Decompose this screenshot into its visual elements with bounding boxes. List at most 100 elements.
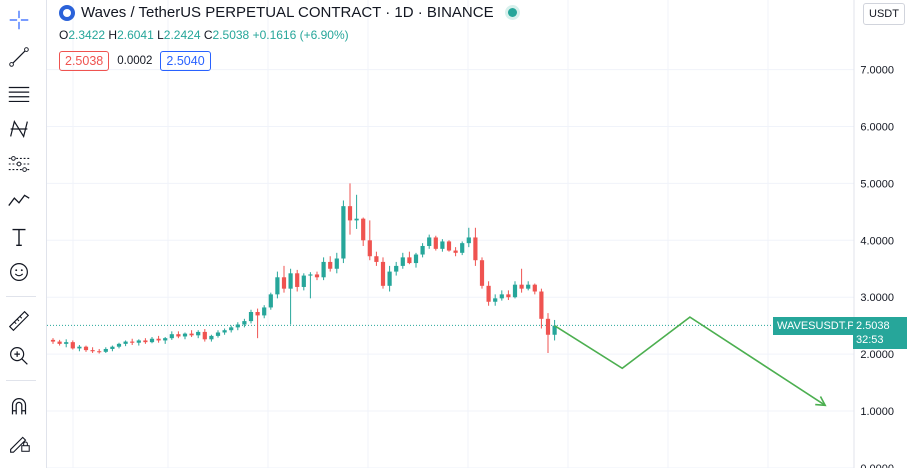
candle-body	[64, 342, 69, 344]
y-tick-label: 1.0000	[860, 406, 894, 418]
candle-body	[229, 327, 234, 331]
candle-body	[77, 346, 82, 349]
symbol-price-tag: WAVESUSDT.P	[773, 317, 859, 335]
candle-body	[453, 250, 458, 253]
candle-body	[83, 346, 89, 351]
candle-body	[314, 274, 320, 278]
candle-body	[400, 257, 405, 266]
candle-body	[479, 260, 485, 286]
y-tick-label: 4.0000	[860, 235, 894, 247]
open-value: 2.3422	[68, 28, 106, 42]
candle-body	[374, 256, 379, 262]
candle-body	[361, 218, 366, 241]
currency-selector[interactable]: USDT	[863, 3, 905, 25]
candle-body	[209, 335, 214, 340]
ruler-icon[interactable]	[5, 307, 33, 335]
candle-body	[196, 331, 201, 336]
candle-body	[420, 245, 425, 255]
buy-button[interactable]: 2.5040	[160, 51, 211, 71]
candle-body	[248, 311, 254, 322]
magnet-icon[interactable]	[5, 393, 33, 421]
candle-body	[308, 274, 313, 276]
candle-body	[97, 351, 102, 353]
candle-body	[512, 284, 518, 298]
candle-body	[222, 330, 227, 333]
candle-body	[275, 277, 280, 295]
fib-lines-icon[interactable]	[5, 80, 33, 108]
emoji-icon[interactable]	[5, 258, 33, 286]
high-value: 2.6041	[117, 28, 154, 42]
chart-area[interactable]: 7.0000 6.0000 5.0000 4.0000 3.0000 2.0000 1.00…	[47, 0, 907, 468]
candle-body	[268, 294, 273, 308]
candle-body	[169, 334, 174, 339]
candle-body	[473, 237, 478, 261]
candle-body	[123, 341, 128, 344]
candle-body	[288, 273, 293, 289]
candle-body	[407, 257, 412, 264]
drawn-projection-path[interactable]	[554, 316, 826, 406]
trend-line-icon[interactable]	[5, 43, 33, 71]
ohlc-values: O2.3422 H2.6041 L2.2424 C2.5038 +0.1616 …	[59, 28, 349, 42]
candle-body	[493, 298, 498, 302]
candle-body	[440, 241, 445, 249]
candle-body	[380, 261, 386, 286]
last-price-tag: 2.5038 32:53	[853, 317, 907, 349]
candle-body	[499, 294, 504, 299]
y-tick-label: 3.0000	[860, 292, 894, 304]
close-value: 2.5038	[212, 28, 250, 42]
candle-body	[552, 325, 557, 335]
candle-body	[413, 254, 419, 264]
crosshair-icon[interactable]	[5, 6, 33, 34]
candle-body	[466, 237, 471, 244]
candle-body	[295, 273, 300, 287]
bar-countdown: 32:53	[856, 334, 884, 346]
candle-body	[163, 338, 168, 341]
candle-body	[255, 311, 260, 316]
candle-body	[334, 258, 339, 269]
candle-body	[539, 291, 544, 319]
y-tick-label: 0.0000	[860, 463, 894, 468]
candle-body	[367, 240, 372, 257]
candle-body	[341, 206, 346, 259]
candle-body	[110, 346, 115, 349]
zoom-in-icon[interactable]	[5, 342, 33, 370]
candle-body	[281, 277, 287, 289]
bid-ask-quote: 2.5038 0.0002 2.5040	[59, 51, 211, 71]
candle-body	[116, 343, 122, 347]
candle-body	[50, 339, 56, 342]
candle-body	[545, 318, 551, 335]
prediction-icon[interactable]	[5, 150, 33, 178]
candle-body	[394, 265, 399, 272]
candle-body	[176, 334, 181, 337]
brush-icon[interactable]	[5, 186, 33, 214]
projection-arrowhead	[815, 396, 827, 407]
candle-body	[130, 341, 135, 343]
candle-body	[57, 341, 62, 344]
text-icon[interactable]	[5, 223, 33, 251]
y-tick-label: 7.0000	[860, 65, 894, 77]
y-tick-label: 5.0000	[860, 178, 894, 190]
low-value: 2.2424	[163, 28, 201, 42]
candle-body	[189, 333, 194, 336]
candle-body	[103, 348, 108, 352]
sell-button[interactable]: 2.5038	[59, 51, 110, 71]
candle-body	[149, 338, 155, 343]
candle-body	[242, 321, 247, 325]
candle-body	[519, 284, 524, 289]
candle-body	[328, 261, 333, 269]
candle-body	[506, 294, 511, 298]
candle-body	[446, 241, 452, 251]
y-tick-label: 6.0000	[860, 122, 894, 134]
symbol-title[interactable]: Waves / TetherUS PERPETUAL CONTRACT · 1D…	[81, 4, 494, 21]
candle-body	[136, 340, 141, 343]
lock-draw-icon[interactable]	[5, 428, 33, 456]
pattern-icon[interactable]	[5, 115, 33, 143]
candle-body	[262, 307, 267, 316]
candle-body	[301, 275, 306, 287]
candle-body	[143, 340, 148, 343]
y-tick-label: 2.0000	[860, 349, 894, 361]
drawing-toolbar	[0, 0, 47, 468]
candle-body	[90, 350, 95, 352]
candle-body	[387, 271, 392, 286]
candle-body	[532, 284, 537, 292]
